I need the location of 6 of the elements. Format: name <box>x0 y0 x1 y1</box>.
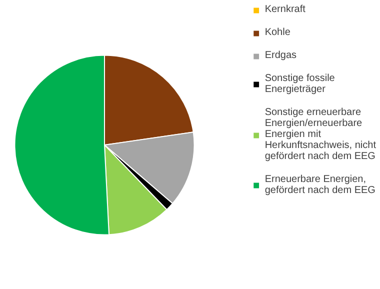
legend-label: Kohle <box>264 27 290 38</box>
legend-label: Sonstige erneuerbare Energien/erneuerbare Energien mit Herkunftsnachweis, nicht gefördert nach dem EEG <box>264 107 376 162</box>
legend-label: Erneuerbare Energien, gefördert nach dem EEG <box>264 174 376 196</box>
legend-label: Sonstige fossile Energieträger <box>264 73 335 95</box>
legend-label: Erdgas <box>264 50 297 61</box>
legend-label: Kernkraft <box>264 4 306 15</box>
